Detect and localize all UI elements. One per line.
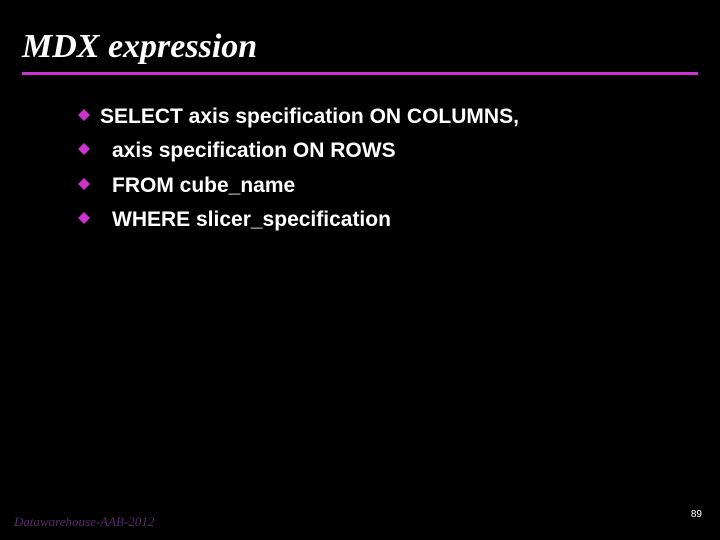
list-item: SELECT axis specification ON COLUMNS, — [78, 103, 680, 131]
footer-left: Datawarehouse-AAB-2012 — [14, 514, 154, 530]
slide: MDX expression SELECT axis specification… — [0, 0, 720, 540]
slide-title: MDX expression — [22, 28, 698, 72]
bullet-list: SELECT axis specification ON COLUMNS, ax… — [0, 103, 720, 234]
list-item: FROM cube_name — [78, 172, 680, 200]
list-item: axis specification ON ROWS — [78, 137, 680, 165]
diamond-icon — [78, 143, 90, 155]
bullet-text: FROM cube_name — [100, 172, 295, 200]
bullet-text: axis specification ON ROWS — [100, 137, 396, 165]
diamond-icon — [78, 178, 90, 190]
title-block: MDX expression — [0, 28, 720, 72]
bullet-text: SELECT axis specification ON COLUMNS, — [100, 103, 519, 131]
bullet-text: WHERE slicer_specification — [100, 206, 391, 234]
diamond-icon — [78, 109, 90, 121]
diamond-icon — [78, 212, 90, 224]
divider — [22, 72, 698, 75]
page-number: 89 — [691, 509, 702, 520]
list-item: WHERE slicer_specification — [78, 206, 680, 234]
